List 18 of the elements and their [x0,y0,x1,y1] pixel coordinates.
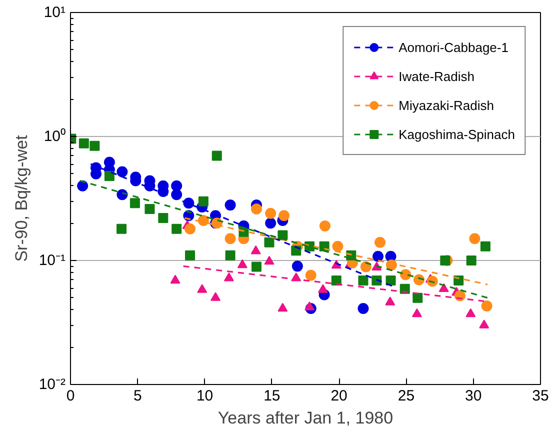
y-tick-label: 10¹ [44,4,66,21]
x-tick-label: 0 [66,388,75,404]
y-tick-label: 10⁰ [44,128,66,145]
legend-label: Aomori-Cabbage-1 [398,40,508,54]
legend-label: Kagoshima-Spinach [398,126,515,142]
x-axis-title: Years after Jan 1, 1980 [218,408,394,428]
y-axis-title: Sr-90, Bq/kg-wet [12,134,31,262]
x-tick-label: 30 [465,388,482,404]
x-tick-label: 20 [330,388,348,404]
x-tick-label: 35 [532,388,549,404]
y-tick-label: 10⁻² [38,376,66,393]
x-tick-label: 15 [264,388,280,404]
x-tick-label: 10 [196,388,214,404]
legend-label: Iwate-Radish [398,68,475,84]
x-tick-label: 25 [398,388,415,404]
x-tick-label: 5 [133,388,142,404]
legend-label: Miyazaki-Radish [398,98,494,112]
y-tick-label: 10⁻¹ [38,252,66,269]
